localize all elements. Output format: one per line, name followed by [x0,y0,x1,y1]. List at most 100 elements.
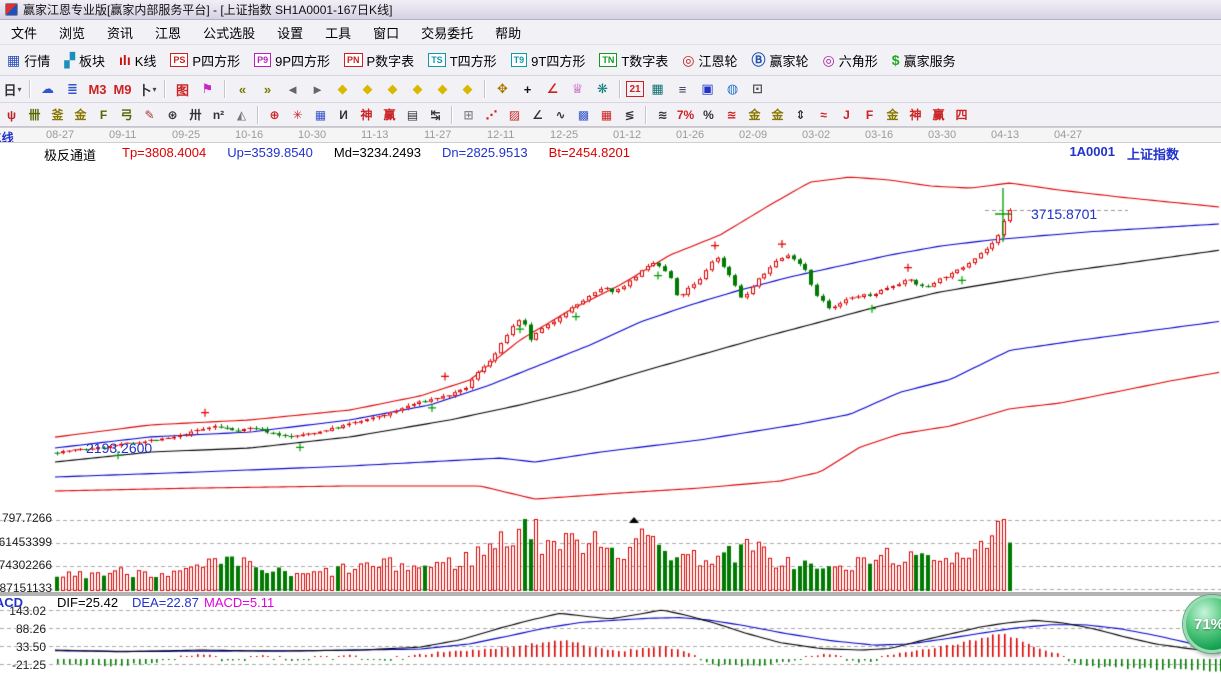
gann-tool-icon[interactable]: 釜 [47,105,68,124]
menu-item[interactable]: 工具 [314,23,362,42]
menu-item[interactable]: 设置 [266,23,314,42]
toolbar-button-p-table[interactable]: PNP数字表 [337,47,421,73]
gann-tool-icon[interactable]: F [859,105,880,124]
gann-tool-icon[interactable]: 金 [767,105,788,124]
gann-tool-icon[interactable]: ∿ [550,105,571,124]
toolbar-button-gann-wheel[interactable]: ◎江恩轮 [675,47,744,73]
gann-tool-icon[interactable]: 神 [356,105,377,124]
toolbar-button-kline[interactable]: ılıK线 [112,47,163,73]
period-dropdown-icon[interactable]: 日▾ [1,79,24,100]
toolbar-button-winner-wheel[interactable]: Ⓑ赢家轮 [745,47,816,73]
gann-tool-icon[interactable]: ↹ [425,105,446,124]
gann-tool-icon[interactable]: ∠ [527,105,548,124]
toolbar-button-9p-square[interactable]: P99P四方形 [247,47,337,73]
calculator-icon[interactable]: ▦ [646,79,669,100]
ma-3-icon[interactable]: M3 [86,79,109,100]
toolbar-button-hexagon[interactable]: ◎六角形 [816,47,885,73]
toolbar-button-t-square[interactable]: TST四方形 [421,47,503,73]
gann-tool-icon[interactable]: ▦ [596,105,617,124]
gann-tool-icon[interactable]: % [698,105,719,124]
gann-tool-icon[interactable]: F [93,105,114,124]
print-icon[interactable]: ⊡ [746,79,769,100]
menu-item[interactable]: 资讯 [96,23,144,42]
menu-item[interactable]: 窗口 [362,23,410,42]
macd-header: MACD DIF=25.42 DEA=22.87 MACD=5.11 [0,592,1221,606]
dropdown-arrow-icon: ▾ [18,85,22,94]
gann-tool-icon[interactable]: n² [208,105,229,124]
menu-item[interactable]: 浏览 [48,23,96,42]
gann-tool-icon[interactable]: 金 [744,105,765,124]
prev-icon[interactable]: ◄ [281,79,304,100]
next-icon[interactable]: ► [306,79,329,100]
gann-tool-icon[interactable]: ⊞ [458,105,479,124]
menu-item[interactable]: 公式选股 [192,23,266,42]
angle-measure-icon[interactable]: ∠ [541,79,564,100]
gann-tool-icon[interactable]: ▤ [402,105,423,124]
menu-item[interactable]: 交易委托 [410,23,484,42]
notes-icon[interactable]: ≡ [671,79,694,100]
diamond-fit-all-icon[interactable]: ◆ [456,79,479,100]
hand-pan-icon[interactable]: ✥ [491,79,514,100]
gann-tool-icon[interactable]: 四 [951,105,972,124]
save-icon[interactable]: ▣ [696,79,719,100]
menu-item[interactable]: 江恩 [144,23,192,42]
toolbar-button-label: 9P四方形 [275,51,330,70]
gann-tool-icon[interactable]: 金 [882,105,903,124]
toolbar-button-t-table[interactable]: TNT数字表 [592,47,675,73]
gann-tool-icon[interactable]: ⋰ [481,105,502,124]
gann-tool-icon[interactable]: ≋ [652,105,673,124]
gann-tool-icon[interactable]: ψ [1,105,22,124]
cycle-tool-icon[interactable]: ❋ [591,79,614,100]
gann-tool-icon[interactable]: 7% [675,105,696,124]
gann-tool-icon[interactable]: 弓 [116,105,137,124]
diamond-right-icon[interactable]: ◆ [356,79,379,100]
diamond-h-compress-icon[interactable]: ◆ [406,79,429,100]
diamond-expand-all-icon[interactable]: ◆ [431,79,454,100]
candle-type-icon[interactable]: 卜▾ [136,79,159,100]
gann-tool-icon[interactable]: 赢 [379,105,400,124]
gann-tool-icon[interactable]: ▩ [573,105,594,124]
gann-tool-icon[interactable]: ▦ [310,105,331,124]
menu-item[interactable]: 文件 [0,23,48,42]
gann-tool-icon[interactable]: ⊛ [162,105,183,124]
menu-item[interactable]: 帮助 [484,23,532,42]
gann-tool-icon[interactable]: 赢 [928,105,949,124]
date-tick-label: 08-27 [46,129,74,141]
macd-macd-value: MACD=5.11 [204,595,274,610]
gann-tool-icon[interactable]: И [333,105,354,124]
toolbar-button-sectors[interactable]: ▞板块 [57,47,112,73]
toolbar-button-quotes[interactable]: ▦行情 [0,47,57,73]
gann-tool-icon[interactable]: ▨ [504,105,525,124]
gann-tool-icon[interactable]: ≶ [619,105,640,124]
cloud-overlay-icon[interactable]: ☁ [36,79,59,100]
box-pattern-icon[interactable]: 图 [171,79,194,100]
gann-tool-icon[interactable]: 神 [905,105,926,124]
toolbar-button-p-square[interactable]: PSP四方形 [163,47,247,73]
signal-flag-icon[interactable]: ⚑ [196,79,219,100]
gann-tool-icon[interactable]: 卌 [24,105,45,124]
toolbar-button-9t-square[interactable]: T99T四方形 [504,47,593,73]
crown-tool-icon[interactable]: ♕ [566,79,589,100]
gann-tool-icon[interactable]: 金 [70,105,91,124]
gann-tool-icon[interactable]: ≈ [813,105,834,124]
gann-tool-icon[interactable]: ✎ [139,105,160,124]
export-web-icon[interactable]: ◍ [721,79,744,100]
gann-tool-icon[interactable]: ✳ [287,105,308,124]
gann-tool-icon[interactable]: J [836,105,857,124]
toolbar-button-label: P四方形 [192,51,240,70]
volume-scale-label: 374302266 [0,558,52,572]
gann-tool-icon[interactable]: 卅 [185,105,206,124]
gann-tool-icon[interactable]: ⇕ [790,105,811,124]
memo-icon[interactable]: ≣ [61,79,84,100]
gann-tool-icon[interactable]: ≊ [721,105,742,124]
toolbar-button-winner-service[interactable]: $赢家服务 [885,47,963,73]
diamond-h-expand-icon[interactable]: ◆ [381,79,404,100]
gann-tool-icon[interactable]: ⊕ [264,105,285,124]
gann-tool-icon[interactable]: ◭ [231,105,252,124]
last-page-icon[interactable]: » [256,79,279,100]
first-page-icon[interactable]: « [231,79,254,100]
calendar-21-icon[interactable]: 21 [626,81,644,97]
ma-9-icon[interactable]: M9 [111,79,134,100]
crosshair-icon[interactable]: + [516,79,539,100]
diamond-left-icon[interactable]: ◆ [331,79,354,100]
